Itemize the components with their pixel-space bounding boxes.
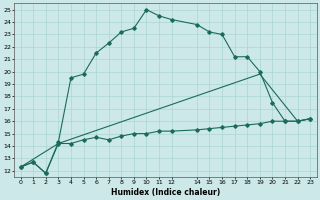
X-axis label: Humidex (Indice chaleur): Humidex (Indice chaleur) [111,188,220,197]
